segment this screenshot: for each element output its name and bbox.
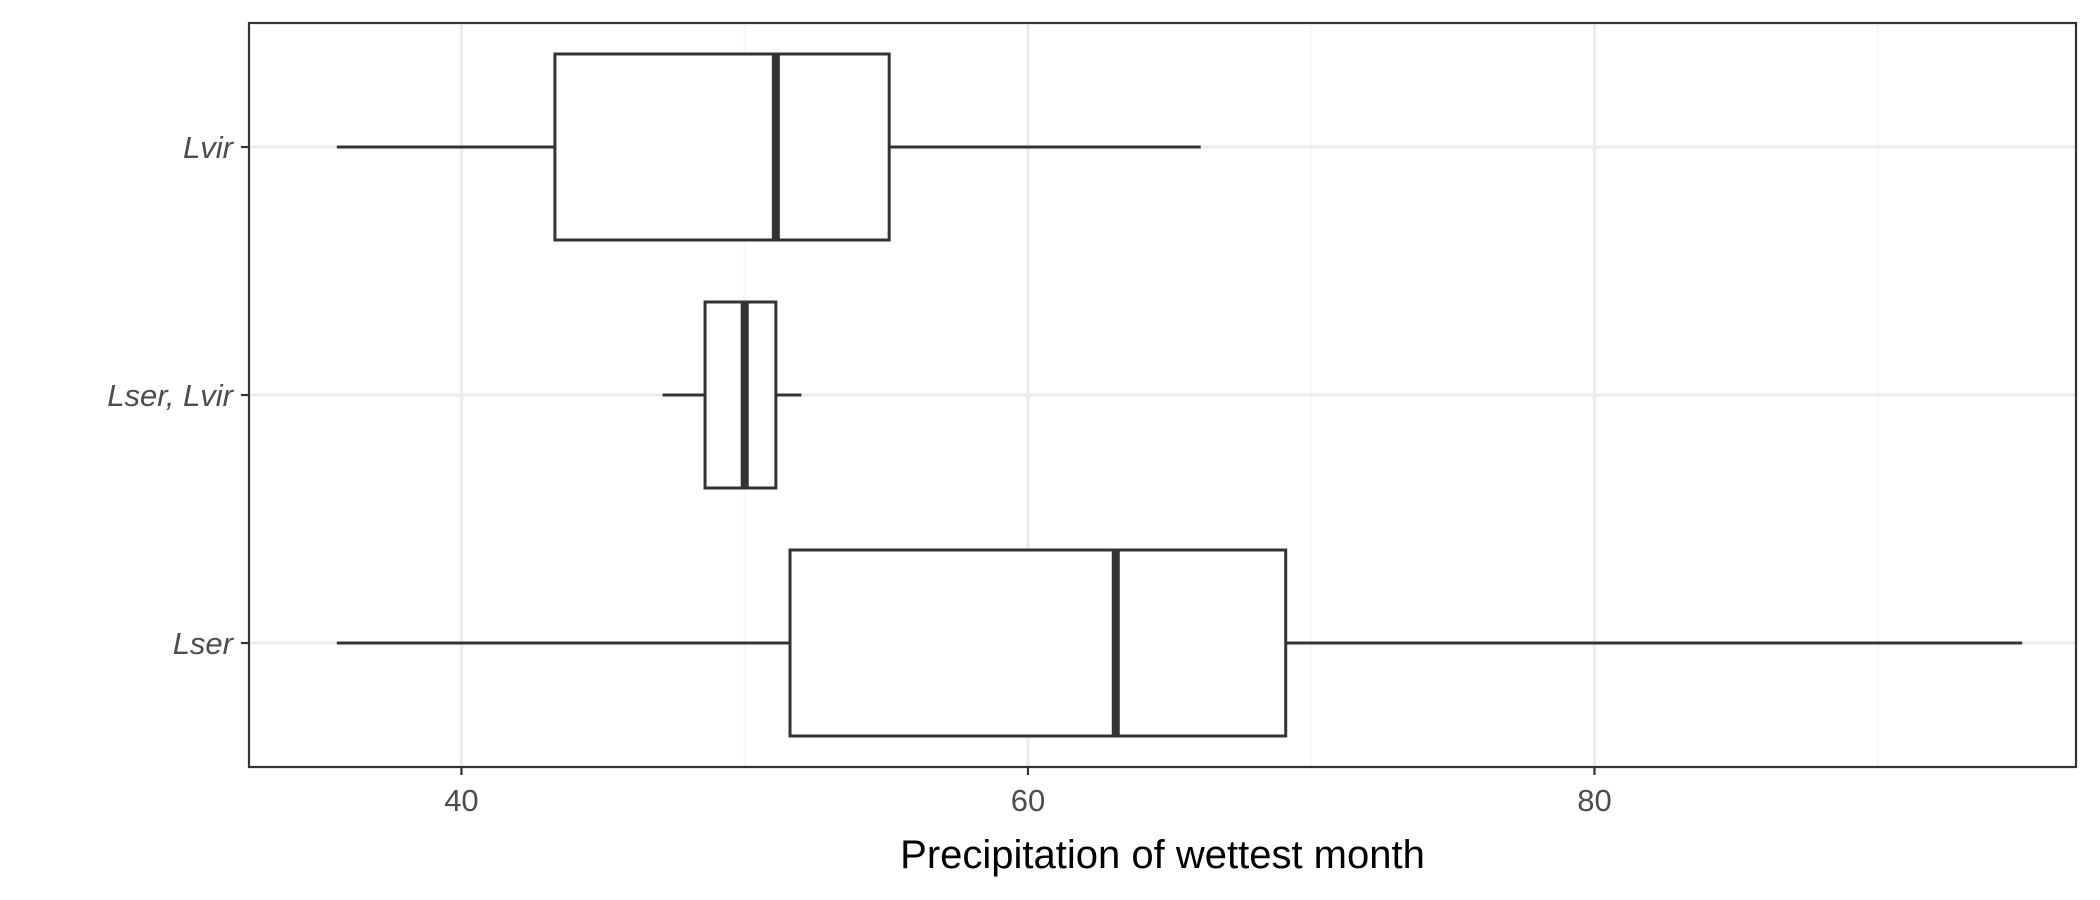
axis-layer: 40 60 80 Lvir Lser, Lvir Lser [107,130,1611,818]
x-tick-label: 80 [1577,783,1611,818]
x-tick-label: 60 [1011,783,1045,818]
x-tick-label: 40 [444,783,478,818]
box-iqr [703,300,778,490]
category-label: Lvir [183,130,235,165]
category-label: Lser, Lvir [107,378,234,413]
box-iqr [553,52,891,242]
box-iqr [788,548,1288,738]
x-axis-title: Precipitation of wettest month [900,833,1425,877]
category-label: Lser [173,626,235,661]
box-layer [336,52,2023,738]
